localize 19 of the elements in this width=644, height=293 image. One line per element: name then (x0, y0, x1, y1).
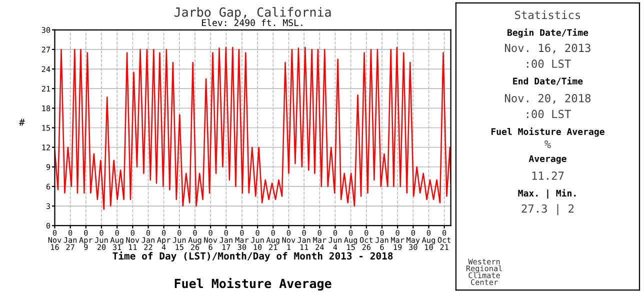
y-axis-title: # (19, 118, 25, 126)
text: :00 LST (526, 110, 571, 118)
text: Average (528, 155, 566, 164)
text: Nov. 16, 2013 (504, 44, 590, 54)
text: Max. | Min. (518, 189, 576, 199)
x-axis-title: Time of Day (LST)/Month/Day of Month 2013 - 2018 (112, 252, 393, 262)
text: Fuel Moisture Average (491, 128, 604, 137)
text: Fuel Moisture Average (174, 278, 332, 291)
text: End Date/Time (513, 77, 583, 86)
text: Begin Date/Time (508, 28, 588, 38)
text: :00 LST (526, 60, 571, 68)
text: 27.3 | 2 (522, 204, 574, 216)
text: % (544, 140, 551, 148)
text: 11.27 (532, 172, 564, 180)
chart-title: Jarbo Gap, California (174, 7, 331, 20)
line-series (54, 46, 451, 210)
text: Nov. 20, 2018 (504, 94, 590, 104)
text: Statistics (515, 10, 580, 20)
chart-subtitle: Elev: 2490 ft. MSL. (202, 19, 302, 26)
